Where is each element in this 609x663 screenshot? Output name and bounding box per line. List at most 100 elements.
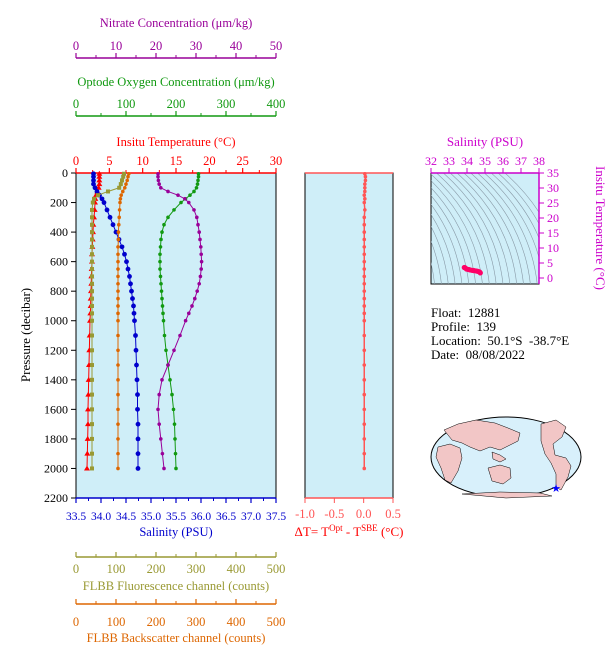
delta-t-plot-area xyxy=(304,172,394,499)
backscatter-point xyxy=(116,304,120,308)
nitrate-point xyxy=(187,311,191,316)
nitrate-point xyxy=(199,245,203,249)
nitrate-point xyxy=(199,252,203,257)
fluorescence-point xyxy=(90,363,94,368)
ts-ytick-label: 15 xyxy=(547,226,559,240)
salinity-point xyxy=(91,177,96,183)
oxygen-point xyxy=(159,289,164,293)
temperature-point xyxy=(84,435,91,441)
backscatter-point xyxy=(116,311,120,316)
salinity-point xyxy=(92,185,98,191)
ts-ytick-label: 0 xyxy=(547,271,553,285)
delta-t-axis-title: ΔT= TOpt - TSBE (°C) xyxy=(295,523,404,539)
fluorescence-point xyxy=(90,222,94,227)
delta-t-point xyxy=(362,245,367,249)
ts-ytick-label: 30 xyxy=(547,181,559,195)
backscatter-point xyxy=(116,392,120,397)
oxygen-point xyxy=(173,437,177,441)
ts-ytick-label: 20 xyxy=(547,211,559,225)
backscatter-point xyxy=(119,193,123,197)
backscatter-point xyxy=(116,437,120,441)
nitrate-axis-tick-label: 10 xyxy=(110,39,123,53)
fluorescence-point xyxy=(106,189,110,194)
backscatter-point xyxy=(116,289,120,293)
pressure-tick-label: 800 xyxy=(50,284,68,298)
delta-t-point xyxy=(362,200,367,205)
nitrate-point xyxy=(190,304,194,308)
backscatter-point xyxy=(116,274,120,279)
salinity-point xyxy=(104,207,110,213)
density-contour xyxy=(431,203,463,284)
nitrate-axis-tick-label: 0 xyxy=(73,39,79,53)
density-contour xyxy=(477,173,538,284)
fluorescence-point xyxy=(90,200,95,205)
salinity-point xyxy=(101,200,107,205)
salinity-point xyxy=(135,436,141,442)
fluorescence-axis-tick-label: 400 xyxy=(227,562,246,576)
temperature-point xyxy=(96,173,103,179)
temperature-point xyxy=(85,406,91,412)
nitrate-point xyxy=(157,422,161,426)
nitrate-point xyxy=(156,174,160,179)
density-contour xyxy=(431,225,449,284)
fluorescence-point xyxy=(90,230,94,235)
delta-t-point xyxy=(362,289,367,293)
ts-xtick-label: 32 xyxy=(425,154,437,168)
oxygen-point xyxy=(170,392,174,397)
fluorescence-point xyxy=(90,407,94,412)
temperature-axis-tick-label: 10 xyxy=(136,154,149,168)
oxygen-point xyxy=(160,296,164,301)
fluorescence-point xyxy=(90,466,94,471)
delta-t-point xyxy=(362,378,367,382)
nitrate-point xyxy=(156,407,160,412)
fluorescence-axis-tick-label: 200 xyxy=(147,562,166,576)
ts-xtick-label: 38 xyxy=(533,154,545,168)
delta-t-tick-label: -0.5 xyxy=(324,507,344,521)
fluorescence-point xyxy=(90,244,94,249)
oxygen-point xyxy=(179,200,183,205)
fluorescence-point xyxy=(120,178,124,183)
backscatter-point xyxy=(116,318,120,323)
pressure-axis-title: Pressure (decibar) xyxy=(18,288,33,382)
delta-t-point xyxy=(362,281,367,286)
delta-t-point xyxy=(362,392,367,397)
density-contour xyxy=(431,240,442,284)
map-land-africa xyxy=(435,443,463,484)
oxygen-point xyxy=(158,252,162,257)
nitrate-point xyxy=(183,318,188,323)
oxygen-point xyxy=(158,267,162,271)
fluorescence-point xyxy=(90,422,94,427)
oxygen-axis-tick-label: 300 xyxy=(217,97,236,111)
backscatter-point xyxy=(116,407,120,412)
salinity-point xyxy=(135,466,141,471)
oxygen-point xyxy=(196,178,200,183)
nitrate-point xyxy=(162,466,166,471)
date-line: Date: 08/08/2022 xyxy=(431,347,525,362)
oxygen-point xyxy=(195,182,200,186)
salinity-axis-tick-label: 34.5 xyxy=(116,511,136,523)
ts-ytick-label: 10 xyxy=(547,241,559,255)
delta-t-series: -1.0 -0.5 0.0 0.5 xyxy=(295,171,401,521)
delta-t-point xyxy=(363,197,367,201)
oxygen-point xyxy=(161,318,166,323)
profile-line: Profile: 139 xyxy=(431,319,496,334)
density-contour xyxy=(431,261,435,284)
oxygen-point xyxy=(158,259,162,264)
nitrate-point xyxy=(176,193,180,197)
delta-t-point xyxy=(362,348,367,353)
fluorescence-point xyxy=(90,451,94,456)
salinity-point xyxy=(129,288,134,294)
density-contour xyxy=(483,173,539,259)
salinity-point xyxy=(134,362,139,368)
temperature-axis-tick-label: 20 xyxy=(203,154,216,168)
fluorescence-point xyxy=(90,207,94,212)
salinity-point xyxy=(94,189,100,194)
salinity-axis-title: Salinity (PSU) xyxy=(139,525,212,539)
oxygen-point xyxy=(159,281,163,286)
nitrate-point xyxy=(198,237,202,242)
fluorescence-point xyxy=(92,196,96,201)
temperature-point xyxy=(85,421,91,427)
nitrate-point xyxy=(156,178,161,183)
nitrate-point xyxy=(178,333,182,338)
